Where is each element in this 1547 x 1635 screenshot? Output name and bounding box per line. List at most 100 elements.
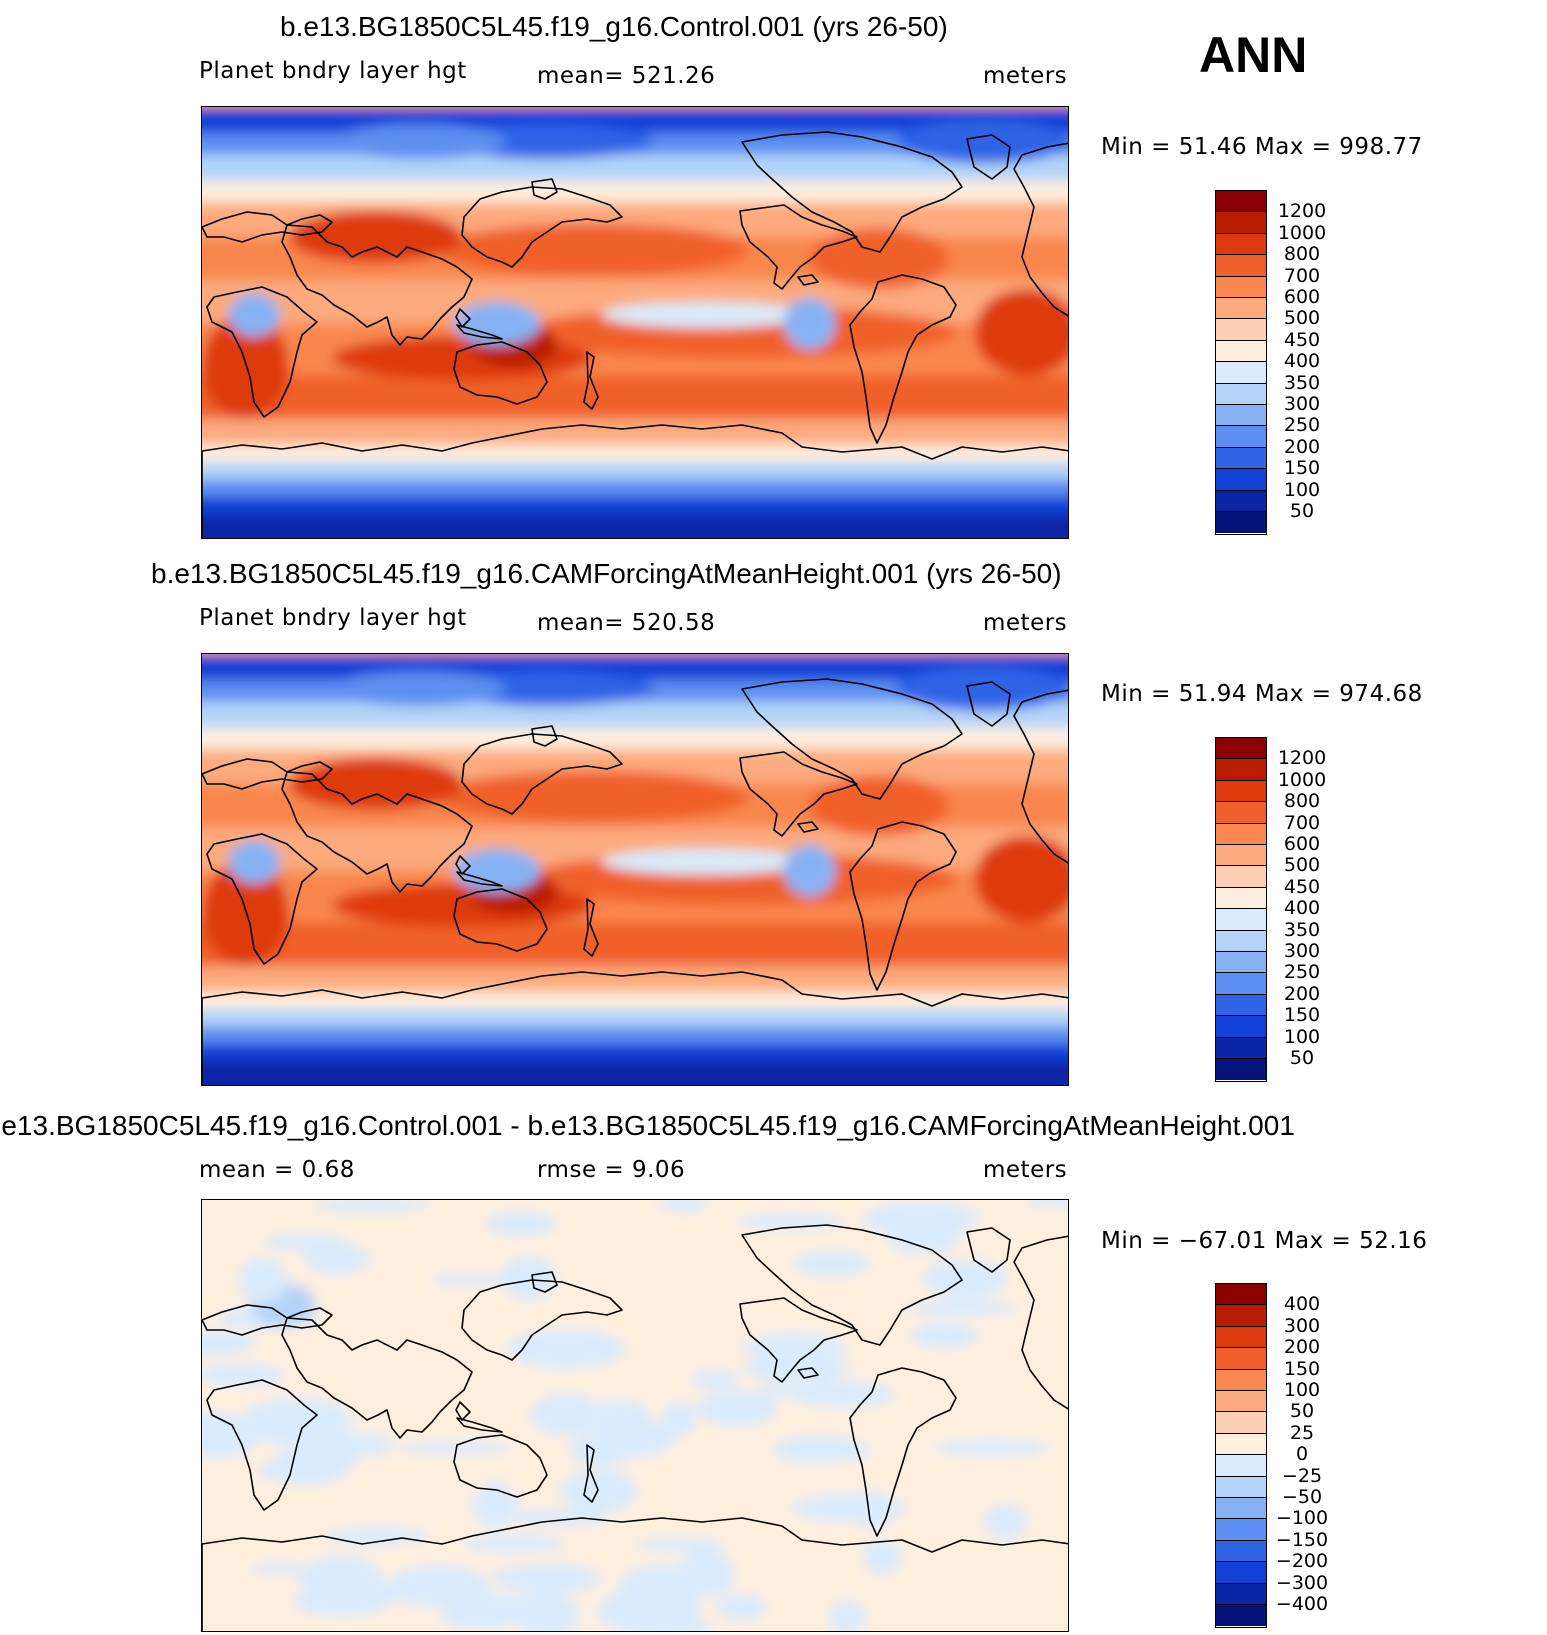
coastline xyxy=(455,308,471,328)
field-blob xyxy=(453,301,541,346)
field-blob xyxy=(288,757,463,810)
field-band xyxy=(202,991,1068,1012)
colorbar-box xyxy=(1216,952,1266,974)
field-band xyxy=(202,922,1068,968)
coastline xyxy=(966,681,1011,727)
coastline xyxy=(456,324,503,340)
field-blob xyxy=(586,1399,650,1425)
coastline xyxy=(1013,689,1068,864)
colorbar-level-label: 500 xyxy=(1283,854,1321,877)
colorbar-box xyxy=(1216,340,1266,363)
field-band xyxy=(202,965,1068,994)
coastline xyxy=(583,1444,599,1503)
field-band xyxy=(202,180,1068,205)
colorbar-level-label: 400 xyxy=(1283,1293,1321,1316)
field-blob xyxy=(910,1322,979,1349)
colorbar-level-label: 450 xyxy=(1283,328,1321,351)
colorbar-level-label: 400 xyxy=(1283,350,1321,373)
field-blob xyxy=(783,297,836,350)
colorbar-level-label: 500 xyxy=(1283,307,1321,330)
colorbar-box xyxy=(1216,930,1266,952)
coastline xyxy=(849,1367,957,1537)
panel-1-variable-label: Planet bndry layer hgt xyxy=(199,58,467,84)
panel-3-map xyxy=(201,1199,1069,1632)
colorbar-box xyxy=(1216,738,1266,760)
colorbar-level-label: 1200 xyxy=(1277,200,1327,223)
field-blob xyxy=(250,1563,309,1576)
field-blob xyxy=(302,1243,371,1275)
field-blob xyxy=(322,1432,395,1457)
panel-2-colorbar xyxy=(1215,737,1267,1083)
coastline xyxy=(531,1271,558,1293)
colorbar-box xyxy=(1216,447,1266,470)
field-blob xyxy=(324,1526,432,1545)
coastline xyxy=(455,1401,471,1421)
field-band xyxy=(202,496,1068,517)
field-blob xyxy=(829,1599,866,1631)
panel-2-mean-label: mean= 520.58 xyxy=(537,610,716,636)
field-blob xyxy=(933,1439,1051,1456)
field-band xyxy=(202,1061,1068,1085)
field-blob xyxy=(436,770,749,823)
coastline xyxy=(1013,1235,1068,1410)
field-blob xyxy=(601,301,810,328)
panel-1-map xyxy=(201,106,1069,539)
field-blob xyxy=(238,1256,287,1303)
field-blob xyxy=(288,210,463,263)
colorbar-box xyxy=(1216,1583,1266,1605)
colorbar-level-label: 100 xyxy=(1283,1025,1321,1048)
colorbar-level-label: 50 xyxy=(1289,500,1315,522)
field-band xyxy=(202,375,1068,421)
field-band xyxy=(202,701,1068,730)
panel-1-title: b.e13.BG1850C5L45.f19_g16.Control.001 (y… xyxy=(280,11,948,42)
field-blob xyxy=(696,1390,779,1427)
colorbar-box xyxy=(1216,1412,1266,1434)
colorbar-level-label: 200 xyxy=(1283,435,1321,458)
colorbar-level-label: −300 xyxy=(1275,1571,1329,1594)
colorbar-box xyxy=(1216,1326,1266,1349)
coastline xyxy=(202,424,1068,538)
field-blob xyxy=(862,1540,902,1575)
coastline xyxy=(531,178,558,200)
field-blob xyxy=(445,124,654,159)
panel-3-units-label: meters xyxy=(983,1157,1068,1183)
field-blob xyxy=(511,1509,609,1526)
panel-1-colorbar xyxy=(1215,190,1267,536)
colorbar-level-label: 350 xyxy=(1283,918,1321,941)
field-blob xyxy=(332,124,506,159)
field-blob xyxy=(507,1329,626,1369)
field-blob xyxy=(472,1483,519,1528)
field-blob xyxy=(903,1300,1017,1316)
panel-1-mean-label: mean= 521.26 xyxy=(537,63,716,89)
colorbar-box xyxy=(1216,994,1266,1017)
colorbar-box xyxy=(1216,1455,1266,1477)
coastline xyxy=(456,871,503,887)
colorbar-box xyxy=(1216,1037,1266,1059)
coastline xyxy=(739,204,858,290)
coastline xyxy=(739,1297,858,1383)
coastline xyxy=(202,758,333,790)
field-blob xyxy=(690,1369,740,1390)
colorbar-box xyxy=(1216,759,1266,781)
colorbar-level-label: 700 xyxy=(1283,811,1321,834)
colorbar-box xyxy=(1216,362,1266,384)
field-band xyxy=(202,1009,1068,1029)
colorbar-box xyxy=(1216,1498,1266,1520)
panel-2-map xyxy=(201,653,1069,1086)
colorbar-level-label: 450 xyxy=(1283,875,1321,898)
field-band xyxy=(202,1043,1068,1064)
field-blob xyxy=(863,1201,979,1237)
colorbar-box xyxy=(1216,909,1266,931)
colorbar-box xyxy=(1216,887,1266,910)
colorbar-box xyxy=(1216,802,1266,824)
field-blob xyxy=(453,848,541,893)
colorbar-box xyxy=(1216,823,1266,845)
colorbar-level-label: 200 xyxy=(1283,1336,1321,1359)
colorbar-box xyxy=(1216,1305,1266,1327)
colorbar-box xyxy=(1216,845,1266,867)
coastline xyxy=(741,1224,963,1346)
coastline xyxy=(797,1367,819,1379)
field-blob xyxy=(445,671,654,706)
coastline xyxy=(741,678,963,800)
field-blob xyxy=(791,1381,895,1409)
